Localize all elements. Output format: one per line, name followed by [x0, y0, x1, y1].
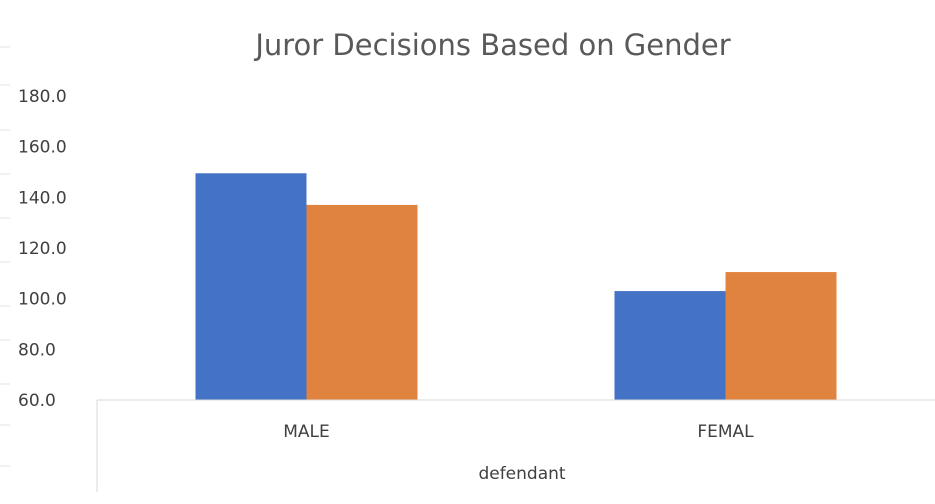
x-axis-ticks: MALE FEMAL: [283, 422, 754, 442]
bars: [195, 173, 837, 400]
y-tick-label: 120.0: [18, 239, 67, 259]
bar-femal-series-1: [614, 291, 726, 400]
bar-male-series-1: [195, 173, 307, 400]
y-tick-label: 140.0: [18, 188, 67, 208]
y-tick-label: 80.0: [18, 340, 56, 360]
chart-title: Juror Decisions Based on Gender: [253, 28, 730, 62]
bar-femal-series-2: [725, 272, 837, 400]
x-tick-label: MALE: [283, 422, 330, 442]
y-tick-label: 100.0: [18, 290, 67, 310]
x-axis-title: defendant: [478, 464, 565, 484]
y-axis-ticks: 60.0 80.0 100.0 120.0 140.0 160.0 180.0: [18, 87, 67, 411]
y-tick-label: 60.0: [18, 391, 56, 411]
y-tick-label: 160.0: [18, 138, 67, 158]
spreadsheet-gridlines: [0, 46, 10, 467]
y-tick-label: 180.0: [18, 87, 67, 107]
x-tick-label: FEMAL: [697, 422, 754, 442]
bar-male-series-2: [306, 204, 418, 400]
